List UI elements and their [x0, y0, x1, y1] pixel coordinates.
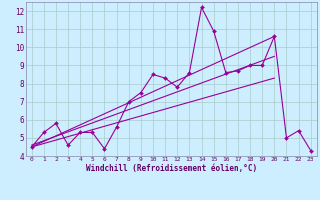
- X-axis label: Windchill (Refroidissement éolien,°C): Windchill (Refroidissement éolien,°C): [86, 164, 257, 173]
